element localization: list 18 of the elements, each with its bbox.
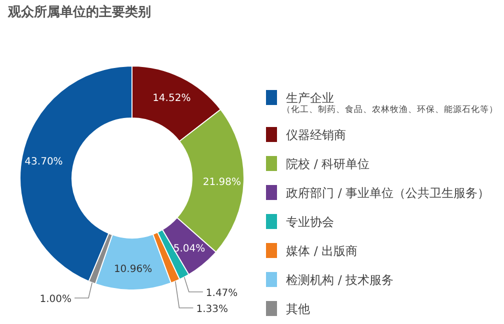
legend-label: 政府部门 / 事业单位（公共卫生服务）: [286, 186, 490, 200]
legend-label: 仪器经销商: [286, 128, 346, 142]
legend-label: 其他: [286, 302, 310, 316]
data-label: 10.96%: [114, 264, 152, 275]
data-label: 1.33%: [196, 304, 228, 315]
text: （化工、制药、食品、农林牧渔、环保、能源石化等）: [282, 105, 498, 115]
data-label: 14.52%: [152, 93, 191, 104]
legend-label: 媒体 / 出版商: [286, 244, 358, 258]
legend-label: 专业协会: [286, 215, 334, 229]
data-label: 1.00%: [40, 294, 72, 305]
legend-label: 生产企业: [286, 91, 334, 105]
legend-label: 院校 / 科研单位: [286, 157, 370, 171]
legend-label: 检测机构 / 技术服务: [286, 273, 394, 287]
data-label: 43.70%: [24, 156, 63, 168]
data-label: 1.47%: [206, 288, 238, 299]
data-label: 21.98%: [202, 176, 242, 188]
chart-title: 观众所属单位的主要类别: [7, 4, 151, 20]
data-label: 5.04%: [173, 243, 206, 254]
